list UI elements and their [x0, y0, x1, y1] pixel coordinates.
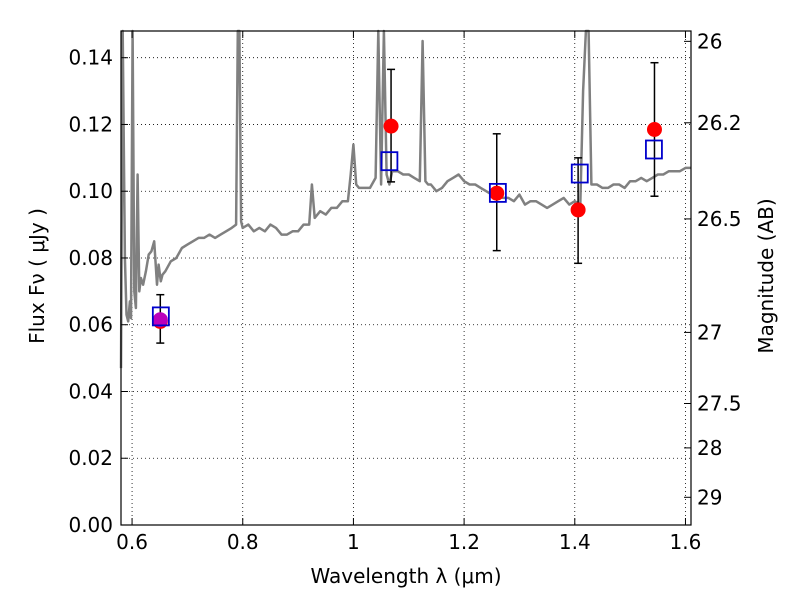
y2-tick-label: 29	[697, 485, 722, 509]
model-flux-squares	[151, 139, 663, 327]
y-tick-label: 0.10	[68, 179, 113, 203]
tick-labels: 0.6 0.8 1 1.2 1.4 1.6 0.00 0.02 0.04 0.06 0.08 0.10…	[68, 29, 741, 554]
model-flux-square	[570, 163, 589, 184]
model-spectrum-line	[119, 29, 691, 369]
y-tick-label: 0.02	[68, 446, 113, 470]
x-tick-label: 1	[347, 530, 360, 554]
x-tick-label: 1.6	[670, 530, 702, 554]
x-tick-label: 0.8	[227, 530, 259, 554]
model-flux-square	[151, 306, 170, 327]
observed-flux-point	[489, 185, 505, 201]
y-tick-label: 0.04	[68, 379, 113, 403]
y2-tick-label: 28	[697, 436, 722, 460]
model-flux-square	[488, 182, 507, 203]
observed-flux-points	[152, 118, 662, 329]
y-tick-label: 0.06	[68, 313, 113, 337]
model-flux-square	[645, 139, 663, 160]
y2-tick-label: 26.2	[697, 111, 742, 135]
y-axis-title: Flux Fν ( μJy )	[25, 208, 49, 344]
y-tick-label: 0.14	[68, 46, 113, 70]
observed-flux-point	[646, 121, 662, 137]
observed-flux-point	[570, 202, 586, 218]
y2-tick-label: 26	[697, 29, 722, 53]
gridlines	[121, 31, 691, 525]
x-tick-label: 0.6	[116, 530, 148, 554]
x-tick-label: 1.4	[559, 530, 591, 554]
x-axis-title: Wavelength λ (μm)	[310, 564, 501, 588]
model-flux-square	[380, 151, 399, 172]
y-tick-label: 0.12	[68, 112, 113, 136]
y-tick-label: 0.00	[68, 513, 113, 537]
plot-frame	[120, 30, 692, 526]
y2-tick-label: 27.5	[697, 392, 742, 416]
y2-tick-label: 26.5	[697, 207, 742, 231]
y2-tick-label: 27	[697, 320, 722, 344]
model-spectrum	[119, 29, 691, 369]
observed-flux-point	[383, 118, 399, 134]
axis-ticks	[121, 31, 691, 526]
y-tick-label: 0.08	[68, 246, 113, 270]
secondary-y-axis-title: Magnitude (AB)	[754, 198, 778, 353]
x-tick-label: 1.2	[448, 530, 480, 554]
